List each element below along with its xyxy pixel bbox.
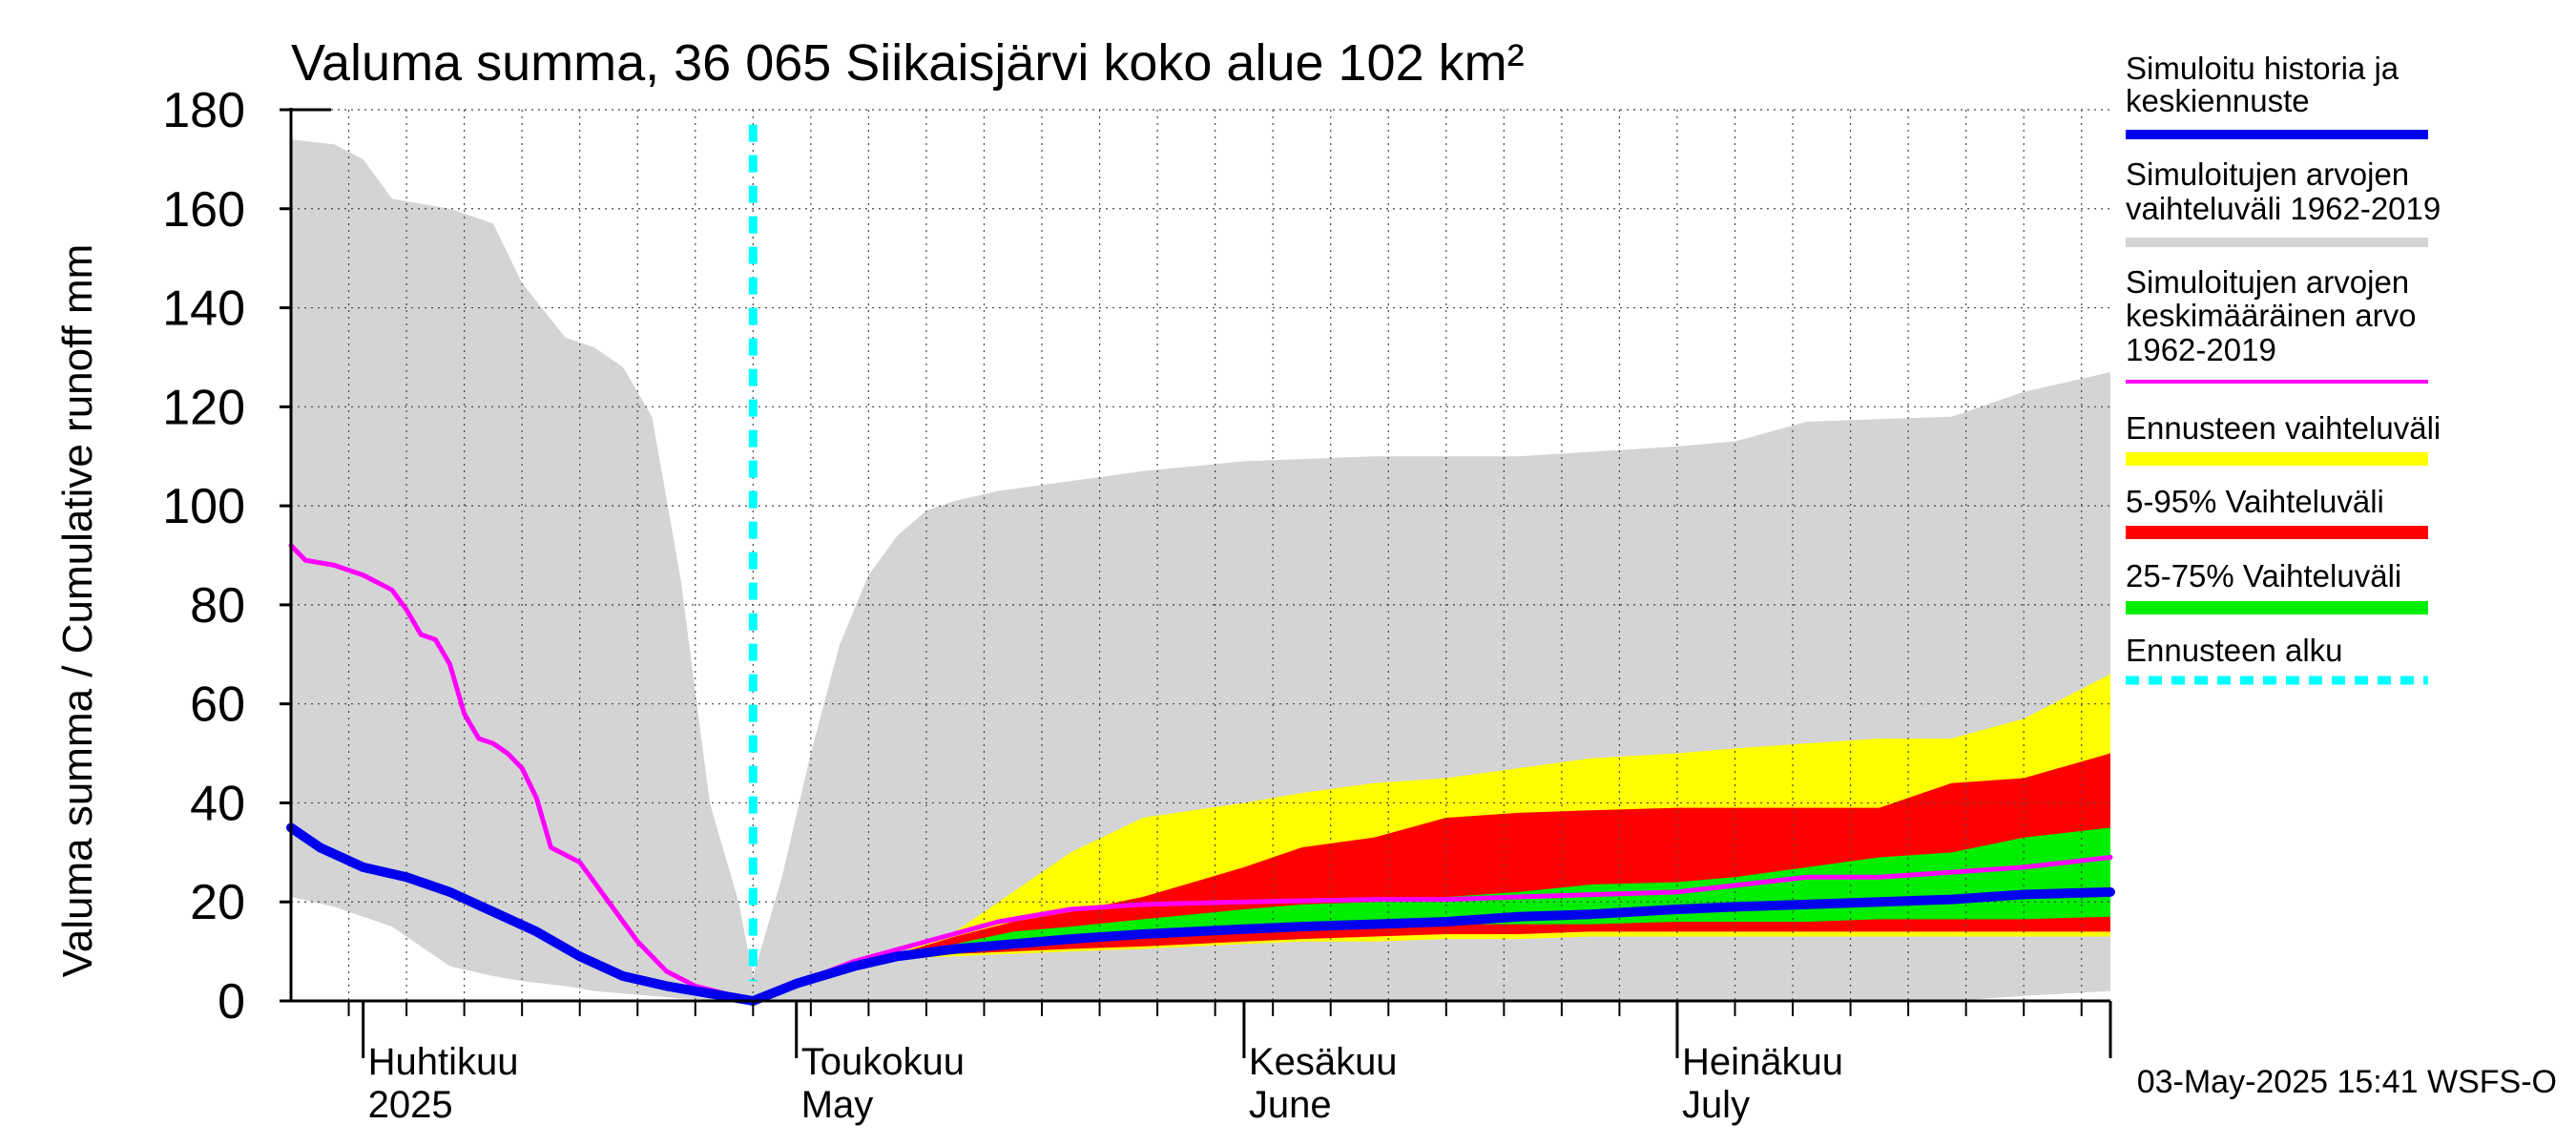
median-forecast-line: [748, 886, 2115, 1006]
month-label-en: June: [1249, 1084, 1332, 1126]
month-label-fi: Toukokuu: [801, 1041, 965, 1083]
plot-area: [291, 139, 2111, 1002]
legend-label: 25-75% Vaihteluväli: [2126, 558, 2401, 593]
mean-line: [288, 543, 2113, 1004]
legend-label: Ennusteen alku: [2126, 633, 2343, 668]
y-tick-label: 180: [162, 83, 245, 138]
y-tick-label: 160: [162, 182, 245, 238]
month-label-en: July: [1682, 1084, 1750, 1126]
chart-title: Valuma summa, 36 065 Siikaisjärvi koko a…: [291, 34, 1525, 92]
month-label-fi: Heinäkuu: [1682, 1041, 1843, 1083]
legend-label: Simuloitujen arvojen: [2126, 156, 2409, 192]
y-tick-label: 120: [162, 380, 245, 435]
legend-label: Ennusteen vaihteluväli: [2126, 410, 2441, 446]
legend-label: Simuloitujen arvojen: [2126, 264, 2409, 300]
legend-label: keskiennuste: [2126, 83, 2310, 118]
y-axis-label: Valuma summa / Cumulative runoff mm: [54, 244, 101, 978]
y-tick-label: 100: [162, 479, 245, 534]
y-tick-label: 60: [190, 677, 245, 733]
month-label-fi: Huhtikuu: [368, 1041, 519, 1083]
sim-history-line: [286, 822, 758, 1006]
series-lines: [286, 124, 2115, 1006]
legend-label: 5-95% Vaihteluväli: [2126, 484, 2384, 519]
month-label-fi: Kesäkuu: [1249, 1041, 1398, 1083]
month-label-en: 2025: [368, 1084, 453, 1126]
legend-label: Simuloitu historia ja: [2126, 51, 2399, 86]
legend-label: 1962-2019: [2126, 332, 2276, 367]
footer-timestamp: 03-May-2025 15:41 WSFS-O: [2137, 1064, 2557, 1100]
legend-label: vaihteluväli 1962-2019: [2126, 191, 2441, 226]
y-tick-label: 40: [190, 776, 245, 831]
month-label-en: May: [801, 1084, 874, 1126]
grid-lines: [291, 109, 2110, 1001]
legend-label: keskimääräinen arvo: [2126, 298, 2416, 333]
y-tick-label: 80: [190, 578, 245, 634]
y-tick-label: 0: [218, 974, 245, 1030]
p25-p75-band: [753, 827, 2111, 1001]
y-tick-label: 140: [162, 281, 245, 337]
y-tick-label: 20: [190, 875, 245, 930]
